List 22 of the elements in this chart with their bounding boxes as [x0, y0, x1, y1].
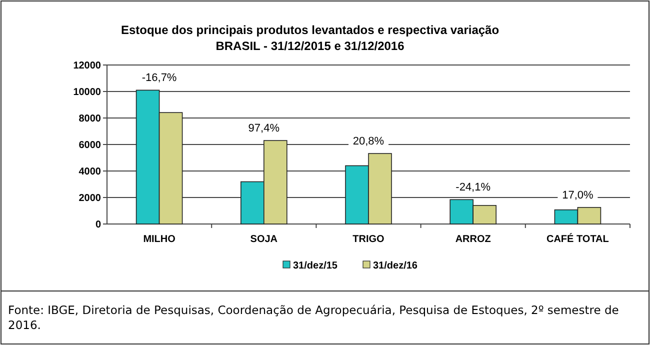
x-tick-label: ARROZ [455, 234, 491, 245]
annotation: 17,0% [562, 189, 594, 202]
x-tick-label: MILHO [143, 234, 176, 245]
y-tick-label: 8000 [78, 114, 102, 124]
annotation: -24,1% [456, 182, 491, 194]
x-tick-label: TRIGO [352, 234, 385, 245]
chart-title: Estoque dos principais produtos levantados e respectiva variação [120, 23, 500, 37]
y-tick-label: 10000 [73, 87, 102, 98]
legend-label: 31/dez/15 [293, 260, 338, 272]
y-tick-label: 12000 [73, 60, 102, 72]
y-tick-label: 4000 [78, 166, 102, 178]
source-note: Fonte: IBGE, Diretoria de Pesquisas, Coordenação de Agropecuária, Pesquisa de Estoques, 2º semestre de 2016. [8, 303, 620, 333]
chart-subtitle: BRASIL - 31/12/2015 e 31/12/2016 [216, 39, 405, 53]
annotation: 20,8% [352, 136, 384, 148]
y-tick-label: 2000 [78, 193, 102, 204]
annotation: 97,4% [248, 122, 280, 135]
legend-label: 31/dez/16 [373, 260, 418, 272]
y-tick-label: 0 [95, 220, 102, 230]
annotation: -16,7% [142, 72, 177, 84]
x-tick-label: SOJA [250, 234, 278, 245]
y-tick-label: 6000 [78, 140, 102, 151]
x-tick-label: CAFÉ TOTAL [546, 233, 609, 245]
